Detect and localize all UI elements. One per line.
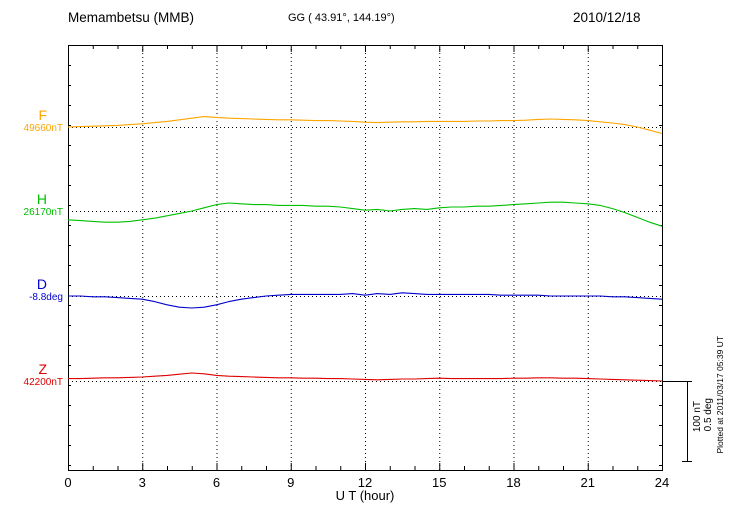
series-label-z: Z 42200nT	[0, 362, 63, 389]
station-coordinates: GG ( 43.91°, 144.19°)	[288, 12, 395, 24]
series-baseline-value: 42200nT	[23, 377, 63, 388]
series-baseline-value: -8.8deg	[29, 292, 63, 303]
series-baseline-value: 26170nT	[23, 207, 63, 218]
series-baseline-value: 49660nT	[23, 123, 63, 134]
svg-text:6: 6	[213, 475, 220, 490]
svg-text:9: 9	[287, 475, 294, 490]
svg-text:24: 24	[655, 475, 669, 490]
series-label-h: H 26170nT	[0, 192, 63, 219]
svg-text:15: 15	[432, 475, 446, 490]
scale-bar-deg-label: 0.5 deg	[703, 398, 714, 432]
station-title: Memambetsu (MMB)	[68, 10, 195, 25]
plotted-at-note: Plotted at 2011/03/17 05:39 UT	[715, 336, 725, 454]
series-label-f: F 49660nT	[0, 108, 63, 135]
svg-text:3: 3	[139, 475, 146, 490]
svg-text:18: 18	[506, 475, 520, 490]
x-axis-label: U T (hour)	[335, 488, 395, 503]
series-letter: H	[36, 191, 47, 207]
svg-text:21: 21	[581, 475, 595, 490]
plot-date: 2010/12/18	[573, 10, 641, 25]
svg-text:12: 12	[358, 475, 372, 490]
series-letter: F	[38, 107, 47, 123]
svg-text:0: 0	[64, 475, 71, 490]
scale-bar-nt-label: 100 nT	[692, 401, 703, 433]
series-letter: Z	[38, 361, 47, 377]
series-label-d: D -8.8deg	[0, 277, 63, 304]
series-letter: D	[36, 276, 47, 292]
